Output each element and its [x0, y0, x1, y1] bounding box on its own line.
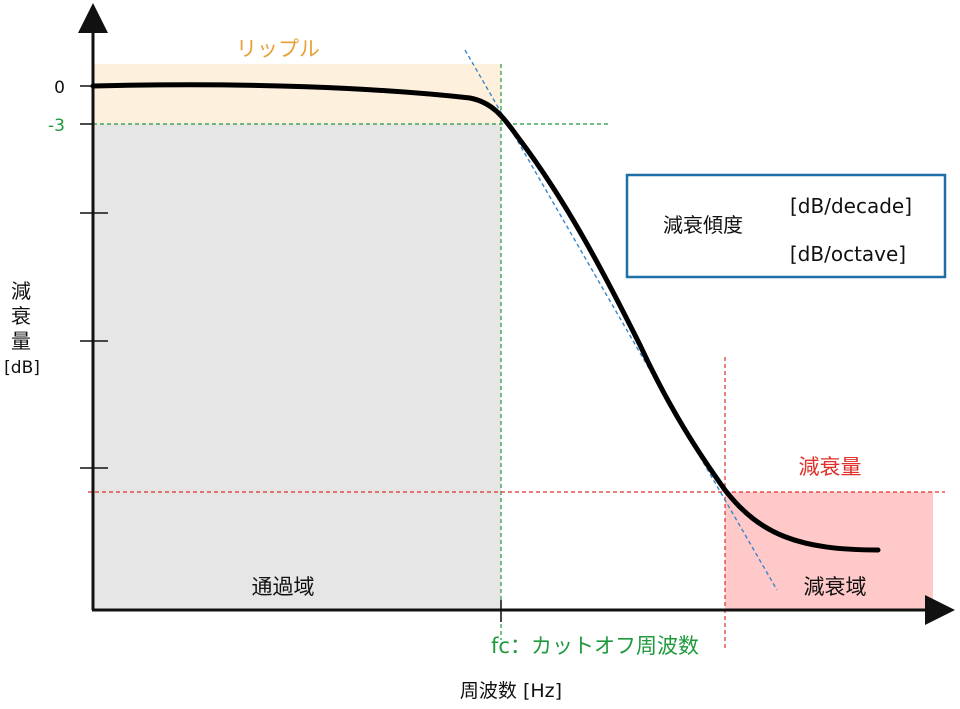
y-axis-title-char2: 衰 [11, 304, 31, 328]
y-axis-unit: [dB] [4, 358, 40, 378]
cutoff-label: fc：カットオフ周波数 [491, 634, 699, 658]
slope-dashed-line [464, 49, 778, 591]
stopband-region [725, 492, 933, 610]
ripple-label: リップル [236, 37, 320, 61]
y-zero-label: 0 [54, 78, 65, 98]
attenuation-label: 減衰量 [799, 455, 862, 479]
y-axis-title-char3: 量 [11, 329, 31, 353]
slope-info-box-border [625, 173, 947, 279]
passband-label: 通過域 [252, 575, 315, 599]
response-curve [90, 82, 881, 553]
stopband-label: 減衰域 [804, 575, 867, 599]
y-axis-title-char1: 減 [11, 279, 31, 303]
y-minus3-label: -3 [48, 116, 65, 136]
passband-region [93, 124, 501, 610]
x-axis-title: 周波数 [Hz] [460, 680, 562, 702]
slope-info-unit-octave: [dB/octave] [790, 242, 906, 266]
slope-info-title: 減衰傾度 [663, 213, 743, 237]
slope-info-box: 減衰傾度 [dB/decade] [dB/octave] [625, 173, 947, 279]
slope-info-unit-decade: [dB/decade] [790, 194, 912, 218]
